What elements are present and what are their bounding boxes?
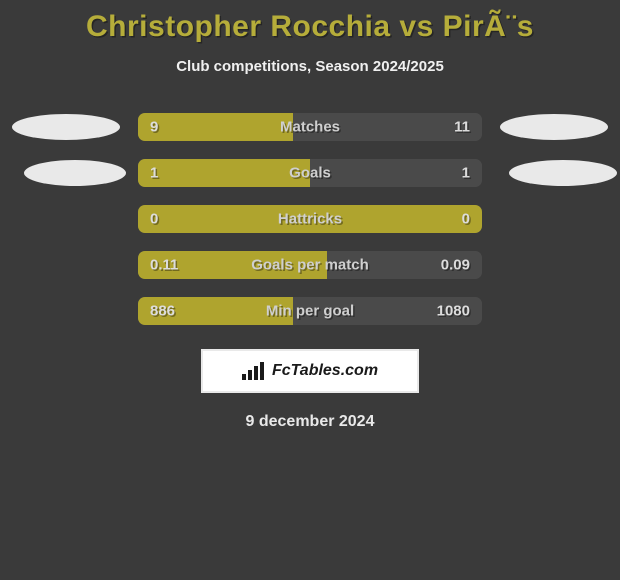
stat-metric-label: Hattricks	[278, 211, 342, 228]
stat-value-right: 0	[462, 211, 470, 228]
stat-metric-label: Goals per match	[251, 257, 369, 274]
fctables-logo: FcTables.com	[201, 349, 419, 393]
comparison-infographic: Christopher Rocchia vs PirÃ¨s Club compe…	[0, 0, 620, 580]
stat-value-right: 1	[462, 165, 470, 182]
oval-icon	[509, 160, 617, 186]
stat-bar-right	[310, 159, 482, 187]
stat-row: 0 0 Hattricks	[0, 205, 620, 233]
date-text: 9 december 2024	[0, 413, 620, 431]
oval-icon	[12, 114, 120, 140]
stat-value-right: 1080	[437, 303, 470, 320]
stat-value-left: 9	[150, 119, 158, 136]
stat-rows: 911Matches11Goals00Hattricks0.110.09Goal…	[0, 113, 620, 325]
stat-metric-label: Goals	[289, 165, 331, 182]
stat-value-left: 886	[150, 303, 175, 320]
stat-metric-label: Min per goal	[266, 303, 354, 320]
stat-value-left: 0.11	[150, 257, 178, 274]
stat-value-right: 0.09	[441, 257, 470, 274]
stat-bar: 0.11 0.09 Goals per match	[138, 251, 482, 279]
stat-row: 886 1080 Min per goal	[0, 297, 620, 325]
player-marker-right	[494, 114, 614, 140]
stat-bar-left	[138, 159, 310, 187]
stat-bar-left	[138, 113, 293, 141]
oval-icon	[24, 160, 126, 186]
logo-text: FcTables.com	[272, 362, 378, 380]
player-marker-right	[494, 160, 614, 186]
stat-row: 1 1 Goals	[0, 159, 620, 187]
stat-value-right: 11	[454, 119, 470, 136]
stat-metric-label: Matches	[280, 119, 340, 136]
stat-bar: 0 0 Hattricks	[138, 205, 482, 233]
stat-bar: 886 1080 Min per goal	[138, 297, 482, 325]
page-title: Christopher Rocchia vs PirÃ¨s	[0, 0, 620, 44]
stat-row: 0.11 0.09 Goals per match	[0, 251, 620, 279]
bar-chart-icon	[242, 362, 266, 380]
oval-icon	[500, 114, 608, 140]
stat-value-left: 0	[150, 211, 158, 228]
subtitle: Club competitions, Season 2024/2025	[0, 58, 620, 75]
stat-bar: 9 11 Matches	[138, 113, 482, 141]
stat-value-left: 1	[150, 165, 158, 182]
player-marker-left	[6, 160, 126, 186]
stat-row: 9 11 Matches	[0, 113, 620, 141]
stat-bar: 1 1 Goals	[138, 159, 482, 187]
player-marker-left	[6, 114, 126, 140]
